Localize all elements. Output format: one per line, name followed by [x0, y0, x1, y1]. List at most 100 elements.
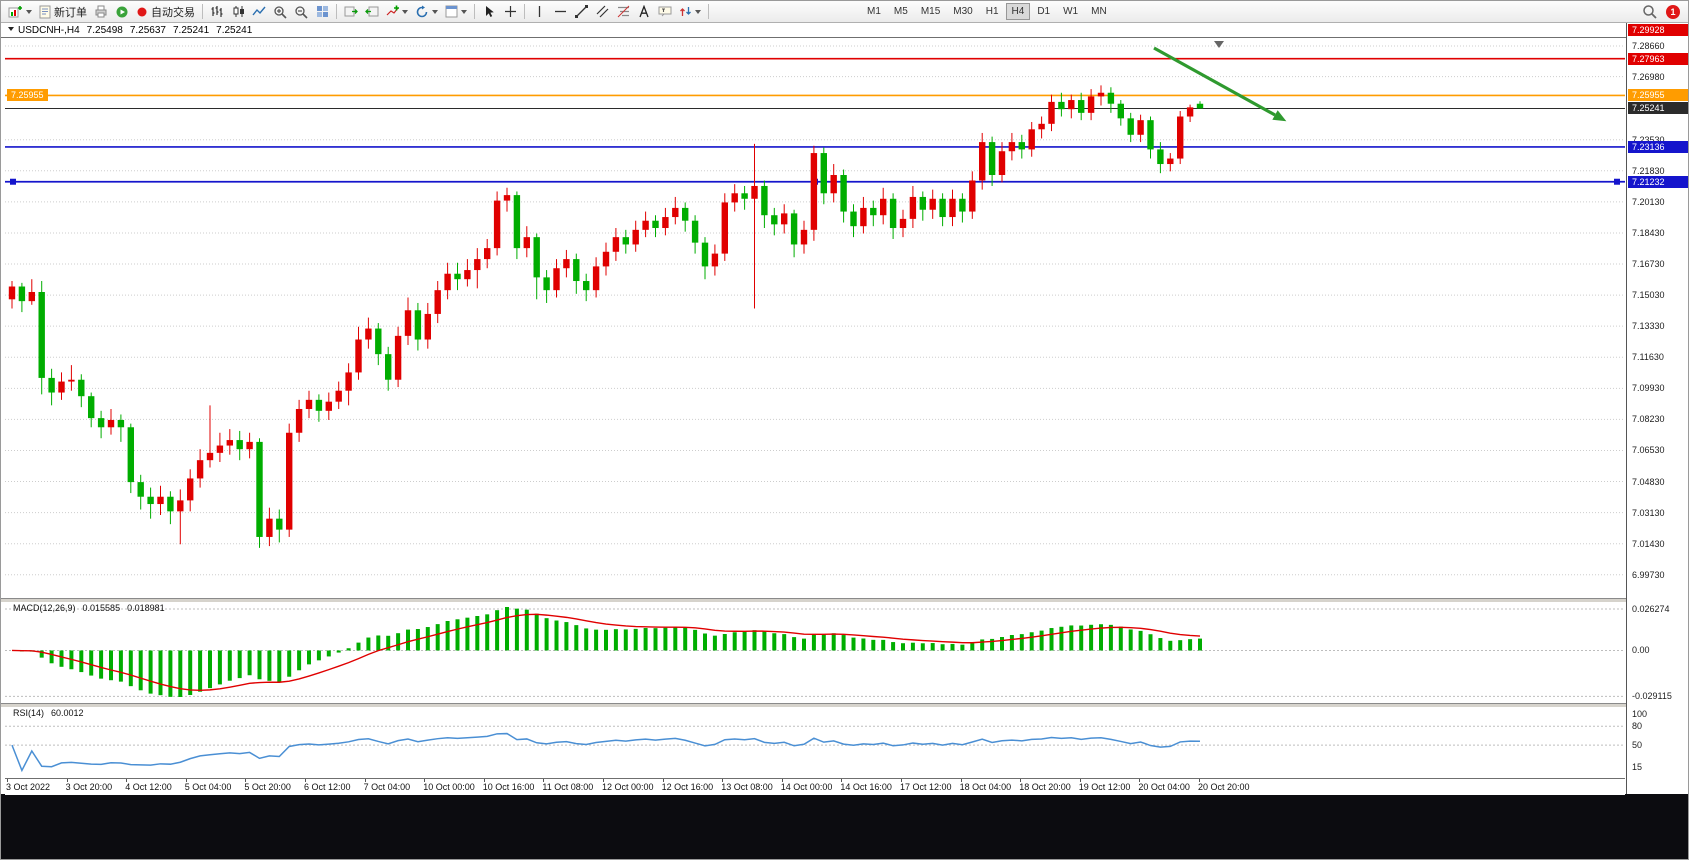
time-tick [483, 779, 485, 782]
time-label: 7 Oct 04:00 [363, 782, 411, 792]
trendline-tool-button[interactable] [571, 3, 591, 21]
chart-shift-marker[interactable] [1214, 41, 1224, 48]
time-label: 18 Oct 20:00 [1019, 782, 1071, 792]
price-tick-label: 7.03130 [1632, 507, 1665, 518]
timeframe-button-M30[interactable]: M30 [953, 6, 973, 17]
rsi-axis-label: 80 [1632, 721, 1643, 732]
candle-body [286, 432, 293, 530]
candle-body [652, 220, 659, 229]
timeframe-button-M15[interactable]: M15 [920, 6, 941, 17]
candle-body [573, 259, 580, 282]
templates-button[interactable] [442, 3, 470, 21]
notification-badge[interactable]: 1 [1666, 4, 1680, 19]
bar-chart-type-button[interactable] [207, 3, 227, 21]
candle-body [583, 281, 590, 291]
tile-windows-button[interactable] [312, 3, 332, 21]
zoom-in-button[interactable] [270, 3, 290, 21]
candle-body [602, 251, 610, 267]
timeframe-button-W1[interactable]: W1 [1063, 6, 1079, 17]
price-tick-label: 6.99730 [1632, 569, 1665, 580]
candle-body [276, 518, 283, 530]
candle-body [870, 207, 877, 216]
candle-body [563, 259, 570, 269]
timeframe-button-H1[interactable]: H1 [985, 6, 999, 17]
candle-body [810, 153, 818, 230]
candle-body [642, 220, 649, 230]
timeframe-button-M5[interactable]: M5 [893, 6, 908, 17]
cursor-arrow-icon [483, 5, 495, 18]
candle-body [939, 198, 946, 218]
current-price-badge: 7.25241 [1628, 102, 1688, 115]
new-chart-button[interactable] [5, 3, 35, 21]
chevron-down-icon [695, 10, 701, 17]
candle-body [1008, 142, 1016, 152]
macd-indicator-panel[interactable] [5, 601, 1625, 703]
candle-body [751, 185, 758, 199]
candle-body [850, 211, 857, 227]
text-tool-button[interactable] [634, 3, 654, 21]
time-tick [1020, 779, 1022, 782]
candle-body [1058, 101, 1065, 110]
price-axis[interactable]: 7.28660 7.26980 7.23530 7.21830 7.20130 7.184… [1626, 23, 1688, 794]
panel-splitter[interactable] [1, 703, 1688, 707]
time-tick [126, 779, 128, 782]
candle-body [1177, 116, 1184, 159]
timeframe-button-MN[interactable]: MN [1091, 6, 1107, 17]
chart-menu-icon[interactable] [8, 26, 14, 34]
panel-splitter[interactable] [1, 598, 1688, 602]
zoom-out-button[interactable] [291, 3, 311, 21]
candle-body [355, 339, 362, 373]
text-label-tool-button[interactable] [655, 3, 675, 21]
profiles-button[interactable] [91, 3, 111, 21]
rsi-axis-label: 15 [1632, 762, 1643, 773]
hline-handle[interactable] [10, 178, 16, 185]
time-label: 10 Oct 00:00 [423, 782, 475, 792]
indicators-button[interactable] [383, 3, 411, 21]
hline-handle[interactable] [1614, 178, 1620, 185]
price-line-badge: 7.27963 [1628, 52, 1688, 65]
candle-body [1147, 120, 1154, 150]
candle-body [988, 142, 996, 176]
main-price-chart[interactable] [5, 39, 1625, 598]
candle-body [553, 268, 560, 291]
timeframe-button-M1[interactable]: M1 [867, 6, 881, 17]
periods-button[interactable] [412, 3, 441, 21]
candle-body [18, 286, 26, 302]
new-chart-icon [8, 5, 23, 19]
chart-shift-button[interactable] [362, 3, 382, 21]
trend-arrow-line[interactable] [1153, 46, 1276, 117]
horizontal-line-tool-button[interactable] [550, 3, 570, 21]
channel-tool-button[interactable] [592, 3, 612, 21]
cursor-button[interactable] [479, 3, 499, 21]
macd-axis-label: 0.00 [1632, 645, 1650, 656]
horizontal-line-icon [554, 7, 567, 16]
autotrading-button[interactable]: 自动交易 [133, 3, 198, 21]
timeframe-button-D1[interactable]: D1 [1037, 6, 1051, 17]
time-tick [424, 779, 426, 782]
text-label-icon [658, 6, 672, 18]
arrows-tool-button[interactable] [676, 3, 704, 21]
price-tick-label: 7.09930 [1632, 383, 1665, 394]
ohlc-bars-icon [210, 5, 224, 18]
candle-body [375, 328, 382, 355]
fibonacci-icon [617, 5, 630, 18]
candle-body [1028, 129, 1035, 150]
crosshair-button[interactable] [500, 3, 520, 21]
rsi-indicator-panel[interactable] [5, 706, 1625, 778]
candle-body [998, 151, 1006, 176]
metaeditor-button[interactable] [112, 3, 132, 21]
candle-body [533, 237, 540, 278]
tile-windows-icon [316, 5, 329, 18]
timeframe-button-H4[interactable]: H4 [1005, 3, 1031, 20]
new-order-button[interactable]: 新订单 [36, 3, 90, 21]
fibonacci-tool-button[interactable] [613, 3, 633, 21]
candle-body [335, 390, 342, 402]
search-button[interactable] [1639, 3, 1660, 21]
candle-body [909, 196, 917, 219]
autoscroll-button[interactable] [341, 3, 361, 21]
line-chart-type-button[interactable] [249, 3, 269, 21]
candlestick-type-button[interactable] [228, 3, 248, 21]
candle-body [58, 381, 65, 393]
time-axis[interactable]: 3 Oct 2022 3 Oct 20:00 4 Oct 12:00 5 Oct 04… [5, 778, 1625, 795]
vertical-line-tool-button[interactable] [529, 3, 549, 21]
